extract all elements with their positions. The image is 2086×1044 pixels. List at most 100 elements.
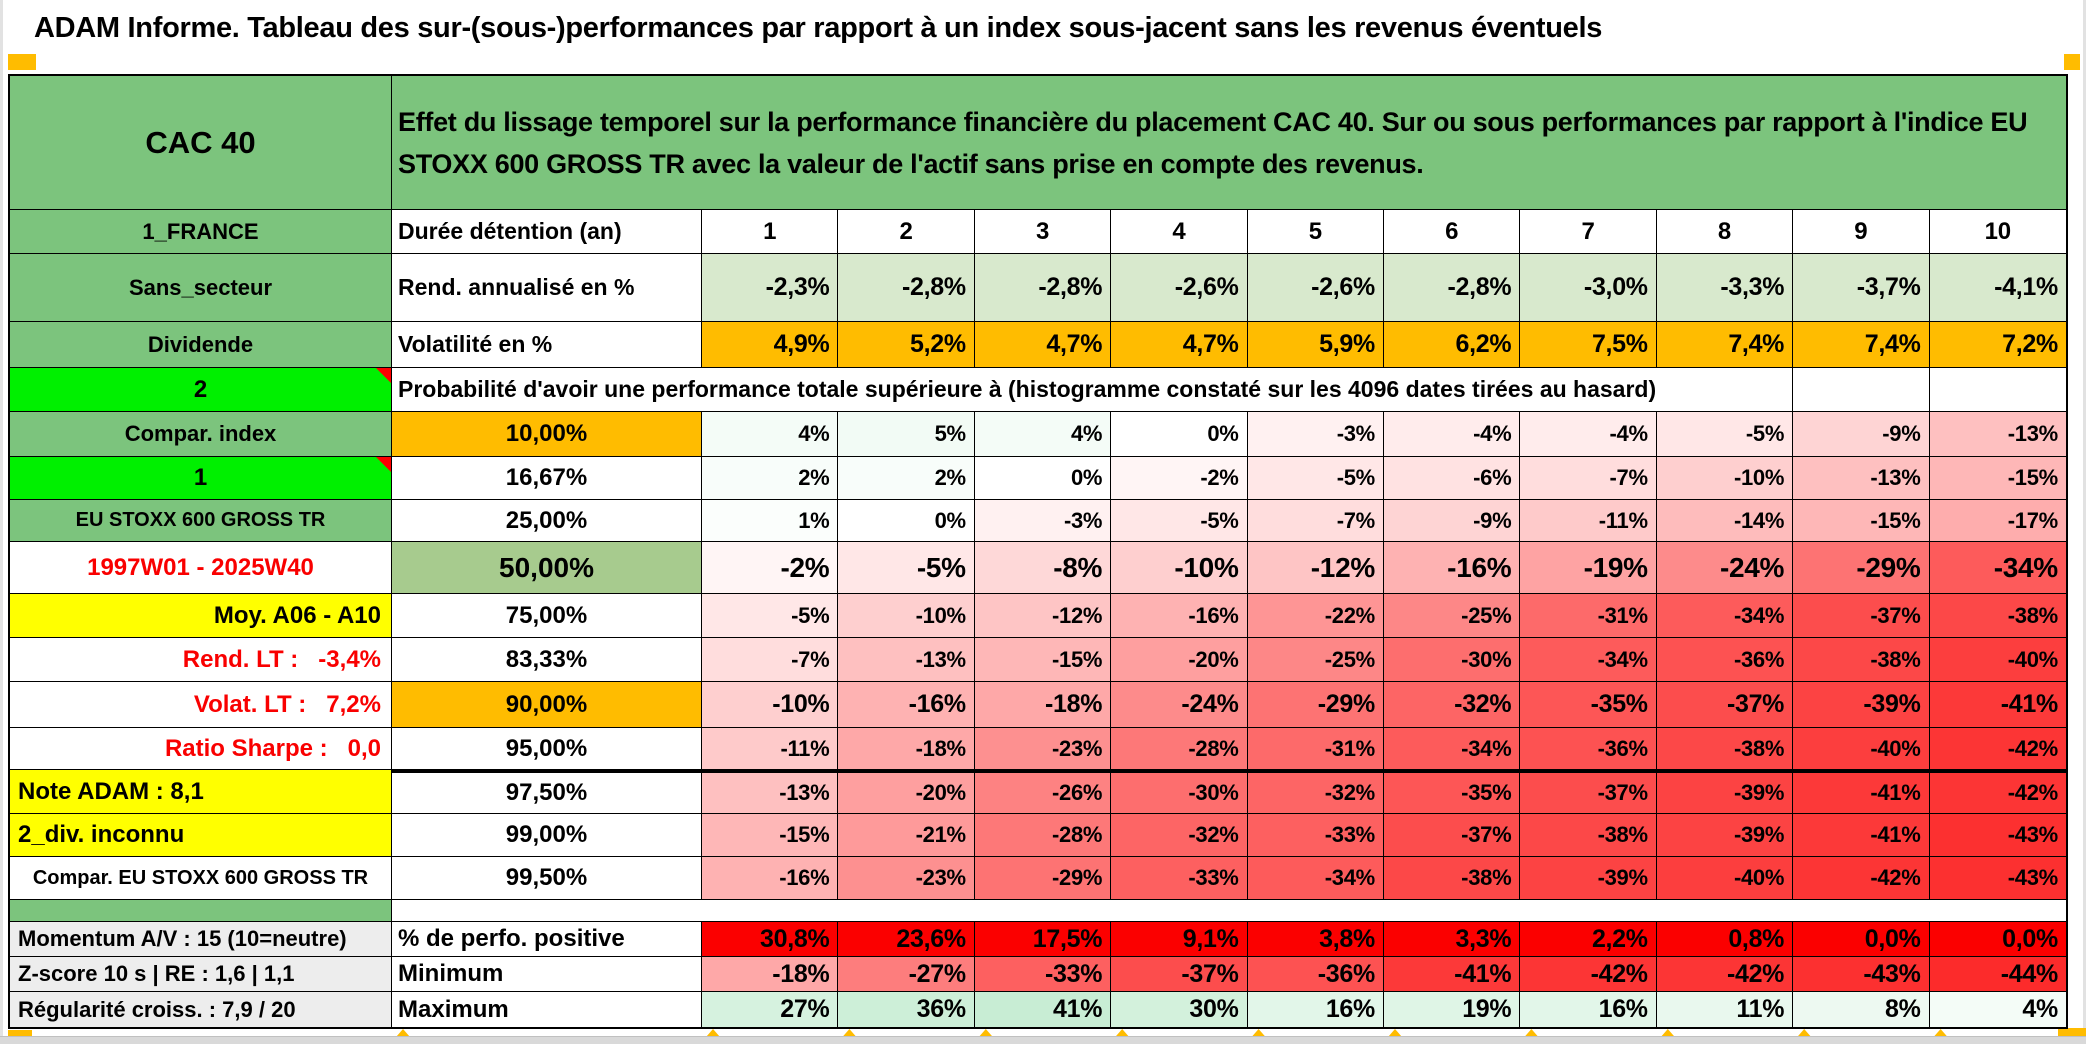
data-cell[interactable]: 16% — [1520, 992, 1657, 1027]
asset-name-cell[interactable]: CAC 40 — [10, 76, 392, 210]
data-cell[interactable]: -32% — [1111, 814, 1248, 857]
data-cell[interactable]: 8 — [1656, 210, 1794, 254]
data-cell[interactable]: 4 — [1111, 210, 1248, 254]
data-cell[interactable]: -36% — [1656, 638, 1794, 682]
data-cell[interactable]: 16% — [1247, 992, 1384, 1027]
data-cell[interactable]: -24% — [1111, 682, 1248, 728]
data-cell[interactable]: 30,8% — [702, 922, 839, 957]
row-label-cell[interactable]: Z-score 10 s | RE : 1,6 | 1,1 — [10, 957, 392, 992]
data-cell[interactable]: -37% — [1793, 594, 1930, 638]
data-cell[interactable]: -32% — [1383, 682, 1521, 728]
data-cell[interactable]: 4,7% — [974, 322, 1112, 368]
data-cell[interactable]: 36% — [838, 992, 975, 1027]
data-cell[interactable]: -42% — [1929, 770, 2066, 814]
row-header-cell[interactable]: 16,67% — [392, 457, 702, 500]
data-cell[interactable]: -36% — [1520, 728, 1657, 770]
row-header-cell[interactable]: 95,00% — [392, 728, 702, 770]
data-cell[interactable]: -34% — [1383, 728, 1521, 770]
data-cell[interactable]: -18% — [702, 957, 839, 992]
data-cell[interactable]: -7% — [1520, 457, 1657, 500]
data-cell[interactable]: 6 — [1383, 210, 1521, 254]
data-cell[interactable]: 4% — [974, 412, 1112, 457]
data-cell[interactable]: 8% — [1793, 992, 1930, 1027]
row-label-cell[interactable]: Volat. LT : 7,2% — [10, 682, 392, 728]
row-label-cell[interactable]: Rend. LT : -3,4% — [10, 638, 392, 682]
row-header-cell[interactable]: Maximum — [392, 992, 702, 1027]
row-label-cell[interactable]: Compar. EU STOXX 600 GROSS TR — [10, 857, 392, 900]
data-cell[interactable]: -2% — [702, 542, 839, 594]
data-cell[interactable]: -8% — [974, 542, 1112, 594]
data-cell[interactable]: -29% — [1793, 542, 1930, 594]
data-cell[interactable]: -14% — [1656, 500, 1794, 542]
empty-cell[interactable] — [1929, 368, 2066, 412]
data-cell[interactable]: -2% — [1111, 457, 1248, 500]
row-label-cell[interactable]: 2_div. inconnu — [10, 814, 392, 857]
data-cell[interactable]: -38% — [1793, 638, 1930, 682]
data-cell[interactable]: -35% — [1383, 770, 1521, 814]
data-cell[interactable]: -40% — [1929, 638, 2066, 682]
data-cell[interactable]: 9 — [1793, 210, 1930, 254]
data-cell[interactable]: -10% — [1656, 457, 1794, 500]
data-cell[interactable]: -36% — [1247, 957, 1384, 992]
data-cell[interactable]: 5,9% — [1247, 322, 1384, 368]
row-label-cell[interactable]: Ratio Sharpe : 0,0 — [10, 728, 392, 770]
data-cell[interactable]: -25% — [1247, 638, 1384, 682]
row-label-cell[interactable]: Dividende — [10, 322, 392, 368]
data-cell[interactable]: 41% — [974, 992, 1112, 1027]
data-cell[interactable]: -33% — [1111, 857, 1248, 900]
data-cell[interactable]: 10 — [1929, 210, 2066, 254]
data-cell[interactable]: -33% — [974, 957, 1112, 992]
data-cell[interactable]: 23,6% — [838, 922, 975, 957]
data-cell[interactable]: 6,2% — [1383, 322, 1521, 368]
data-cell[interactable]: -29% — [974, 857, 1112, 900]
data-cell[interactable]: -12% — [974, 594, 1112, 638]
data-cell[interactable]: -5% — [1111, 500, 1248, 542]
data-cell[interactable]: 4,9% — [702, 322, 839, 368]
data-cell[interactable]: -38% — [1656, 728, 1794, 770]
data-cell[interactable]: -41% — [1929, 682, 2066, 728]
data-cell[interactable]: 2 — [838, 210, 975, 254]
data-cell[interactable]: -34% — [1656, 594, 1794, 638]
data-cell[interactable]: -38% — [1520, 814, 1657, 857]
data-cell[interactable]: -2,6% — [1247, 254, 1384, 322]
data-cell[interactable]: -12% — [1247, 542, 1384, 594]
data-cell[interactable]: -13% — [1929, 412, 2066, 457]
row-header-cell[interactable]: 90,00% — [392, 682, 702, 728]
row-label-cell[interactable]: 1_FRANCE — [10, 210, 392, 254]
data-cell[interactable]: -16% — [1383, 542, 1521, 594]
data-cell[interactable]: 3,3% — [1383, 922, 1521, 957]
data-cell[interactable]: -3,7% — [1793, 254, 1930, 322]
data-cell[interactable]: -37% — [1656, 682, 1794, 728]
data-cell[interactable]: 5,2% — [838, 322, 975, 368]
row-label-cell[interactable]: Régularité croiss. : 7,9 / 20 — [10, 992, 392, 1027]
data-cell[interactable]: -10% — [838, 594, 975, 638]
row-header-cell[interactable]: 50,00% — [392, 542, 702, 594]
data-cell[interactable]: -24% — [1656, 542, 1794, 594]
data-cell[interactable]: 0,0% — [1793, 922, 1930, 957]
data-cell[interactable]: -18% — [838, 728, 975, 770]
data-cell[interactable]: -40% — [1793, 728, 1930, 770]
data-cell[interactable]: -15% — [1929, 457, 2066, 500]
data-cell[interactable]: 19% — [1383, 992, 1521, 1027]
data-cell[interactable]: -15% — [974, 638, 1112, 682]
data-cell[interactable]: -37% — [1111, 957, 1248, 992]
data-cell[interactable]: 0,8% — [1656, 922, 1794, 957]
data-cell[interactable]: -16% — [1111, 594, 1248, 638]
data-cell[interactable]: -28% — [974, 814, 1112, 857]
row-label-cell[interactable]: Moy. A06 - A10 — [10, 594, 392, 638]
data-cell[interactable]: -38% — [1929, 594, 2066, 638]
row-label-cell[interactable] — [10, 900, 392, 922]
data-cell[interactable]: -27% — [838, 957, 975, 992]
data-cell[interactable]: -4% — [1520, 412, 1657, 457]
data-cell[interactable]: -7% — [702, 638, 839, 682]
data-cell[interactable]: 0% — [974, 457, 1112, 500]
data-cell[interactable]: -34% — [1929, 542, 2066, 594]
data-cell[interactable]: 2% — [702, 457, 839, 500]
row-header-cell[interactable]: 99,00% — [392, 814, 702, 857]
data-cell[interactable]: -5% — [702, 594, 839, 638]
data-cell[interactable]: -39% — [1793, 682, 1930, 728]
data-cell[interactable]: -13% — [702, 770, 839, 814]
data-cell[interactable]: -11% — [702, 728, 839, 770]
row-label-cell[interactable]: Note ADAM : 8,1 — [10, 770, 392, 814]
data-cell[interactable]: 1 — [702, 210, 839, 254]
